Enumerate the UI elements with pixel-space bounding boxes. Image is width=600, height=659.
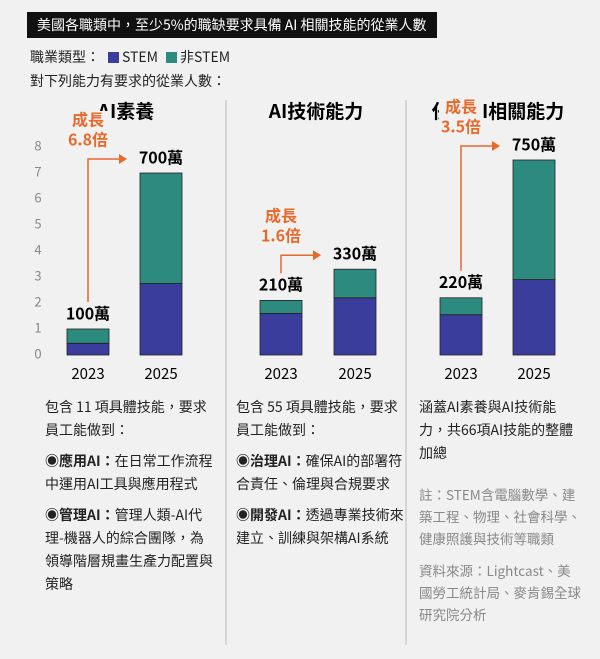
x-tick-label: 2025 bbox=[517, 363, 550, 384]
bullet-text: 確保AI的部署符合責任、倫理與合規要求 bbox=[236, 451, 403, 494]
bar-segment bbox=[66, 328, 110, 344]
annotation: 6.8倍 bbox=[68, 126, 108, 150]
legend-label: 職業類型： bbox=[30, 47, 100, 67]
bullet-label: ◉治理AI： bbox=[236, 451, 306, 471]
y-tick-label: 0 bbox=[34, 344, 41, 363]
bullet: ◉開發AI：透過專業技術來建立、訓練與架構AI系統 bbox=[236, 504, 404, 550]
arrow-head bbox=[313, 250, 321, 261]
intro: 包含 55 項具體技能，要求員工能做到： bbox=[236, 397, 398, 440]
bullet: ◉治理AI：確保AI的部署符合責任、倫理與合規要求 bbox=[236, 450, 404, 496]
y-tick-label: 8 bbox=[34, 136, 41, 155]
total-label: 700萬 bbox=[139, 144, 183, 168]
total-label: 330萬 bbox=[333, 241, 377, 265]
x-tick-label: 2025 bbox=[338, 363, 371, 384]
x-tick-label: 2023 bbox=[71, 363, 104, 384]
bullet-text: 管理人類-AI代理-機器人的綜合團隊，為領導階層規畫生產力配置與策略 bbox=[45, 505, 213, 594]
growth-arrow bbox=[87, 158, 121, 302]
legend: 職業類型： STEM 非STEM bbox=[30, 47, 230, 67]
bar-segment bbox=[512, 279, 556, 356]
x-tick-label: 2025 bbox=[144, 363, 177, 384]
annotation: 成長 bbox=[265, 203, 297, 227]
annotation-bg bbox=[439, 98, 483, 138]
y-tick-label: 4 bbox=[34, 240, 41, 259]
y-tick-label: 6 bbox=[34, 188, 41, 207]
bullet: ◉管理AI：管理人類-AI代理-機器人的綜合團隊，為領導階層規畫生產力配置與策略 bbox=[45, 504, 215, 596]
growth-arrow bbox=[460, 145, 494, 271]
annotation-bg bbox=[66, 111, 110, 151]
subtitle: 對下列能力有要求的從業人數： bbox=[30, 71, 226, 91]
footnote: 註：STEM含電腦數學、建築工程、物理、社會科學、健康照護與技術等職類 bbox=[419, 484, 581, 548]
legend-swatch bbox=[166, 52, 178, 63]
x-tick-label: 2023 bbox=[444, 363, 477, 384]
x-tick-label: 2023 bbox=[264, 363, 297, 384]
annotation-bg bbox=[259, 207, 303, 248]
y-tick-label: 2 bbox=[34, 292, 41, 311]
annotation: 1.6倍 bbox=[261, 223, 301, 247]
bar-segment bbox=[139, 283, 183, 356]
bar-segment bbox=[439, 314, 483, 356]
total-label: 220萬 bbox=[439, 269, 483, 293]
arrow-head bbox=[119, 154, 127, 164]
source: 資料來源：Lightcast、美國勞工統計局、麥肯錫全球研究院分析 bbox=[419, 560, 581, 624]
y-tick-label: 1 bbox=[34, 318, 41, 337]
total-label: 750萬 bbox=[512, 131, 556, 155]
bullet-text: 在日常工作流程中運用AI工具與應用程式 bbox=[45, 451, 213, 494]
column-text: 包含 11 項具體技能，要求員工能做到： ◉應用AI：在日常工作流程中運用AI工… bbox=[45, 396, 215, 604]
bullet-label: ◉管理AI： bbox=[45, 505, 115, 525]
intro: 包含 11 項具體技能，要求員工能做到： bbox=[45, 397, 207, 440]
annotation: 成長 bbox=[445, 93, 477, 117]
y-tick-label: 3 bbox=[34, 266, 41, 285]
total-label: 100萬 bbox=[66, 300, 110, 324]
annotation: 3.5倍 bbox=[441, 113, 481, 137]
y-tick-label: 7 bbox=[34, 162, 41, 181]
legend-entry: 非STEM bbox=[180, 47, 231, 67]
legend-entry: STEM bbox=[122, 47, 159, 67]
intro: 涵蓋AI素養與AI技術能力，共66項AI技能的整體加總 bbox=[419, 397, 574, 463]
bar-segment bbox=[66, 342, 110, 356]
bullet-label: ◉應用AI： bbox=[45, 451, 115, 471]
arrow-head bbox=[492, 141, 500, 151]
column-text: 涵蓋AI素養與AI技術能力，共66項AI技能的整體加總 註：STEM含電腦數學、… bbox=[419, 396, 584, 625]
title: 美國各職類中，至少5%的職缺要求具備 AI 相關技能的從業人數 bbox=[27, 12, 437, 38]
bar-segment bbox=[139, 172, 183, 284]
bar-segment bbox=[259, 312, 303, 356]
growth-arrow bbox=[280, 254, 315, 274]
y-tick-label: 5 bbox=[34, 214, 41, 233]
bar-segment bbox=[439, 297, 483, 316]
bullet-text: 透過專業技術來建立、訓練與架構AI系統 bbox=[236, 505, 404, 548]
bar-segment bbox=[512, 159, 556, 280]
legend-swatch bbox=[108, 52, 119, 63]
annotation: 成長 bbox=[72, 106, 104, 130]
total-label: 210萬 bbox=[259, 272, 303, 296]
bar-segment bbox=[333, 268, 377, 299]
panel-title: AI技術能力 bbox=[268, 97, 363, 124]
bar-segment bbox=[259, 299, 303, 314]
bar-segment bbox=[333, 297, 377, 356]
column-text: 包含 55 項具體技能，要求員工能做到： ◉治理AI：確保AI的部署符合責任、倫… bbox=[236, 396, 404, 558]
bullet-label: ◉開發AI： bbox=[236, 505, 306, 525]
bullet: ◉應用AI：在日常工作流程中運用AI工具與應用程式 bbox=[45, 450, 215, 496]
